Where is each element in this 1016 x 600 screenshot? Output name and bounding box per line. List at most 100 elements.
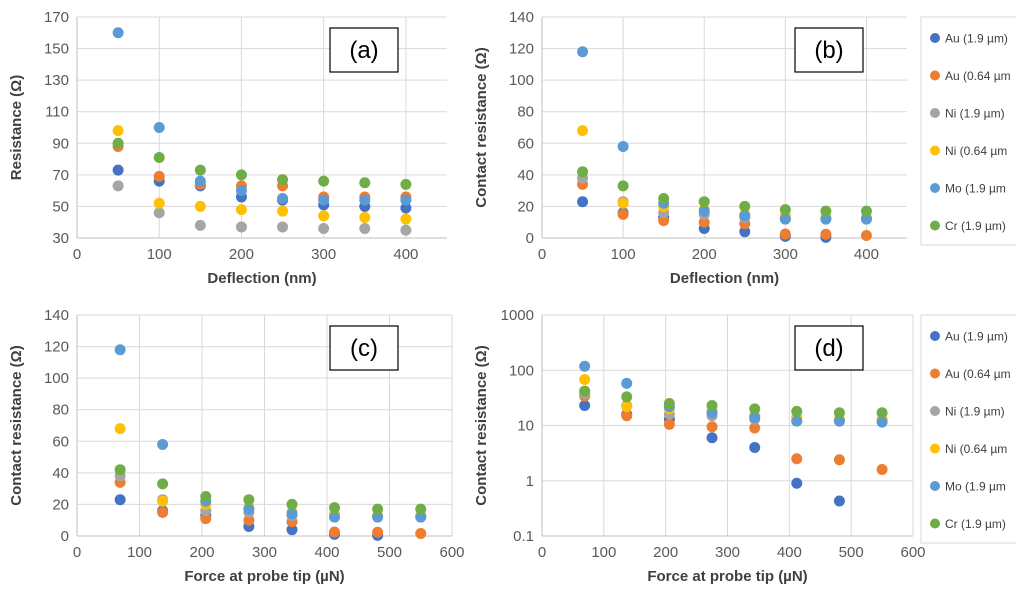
data-point	[698, 216, 710, 228]
data-point	[400, 213, 412, 225]
y-axis-title: Contact resistance (Ω)	[8, 345, 25, 505]
legend-entry: Au (1.9 µm)	[945, 32, 1008, 46]
y-tick-label: 140	[44, 307, 69, 324]
x-tick-label: 200	[653, 544, 678, 561]
data-point	[749, 422, 761, 434]
data-point	[372, 526, 384, 538]
x-tick-label: 0	[73, 246, 81, 263]
x-tick-label: 500	[377, 544, 402, 561]
data-point	[329, 502, 340, 514]
data-point	[820, 228, 832, 240]
y-axis-title: Contact resistance (Ω)	[473, 345, 490, 505]
data-point	[400, 202, 412, 214]
data-point	[235, 185, 247, 197]
data-point	[820, 213, 832, 225]
legend-entry: Mo (1.9 µm	[945, 182, 1006, 196]
x-tick-label: 200	[692, 246, 717, 263]
x-tick-label: 500	[839, 544, 864, 561]
x-tick-label: 100	[611, 246, 636, 263]
y-tick-label: 110	[45, 104, 69, 121]
data-point	[114, 344, 126, 356]
y-tick-label: 80	[517, 104, 534, 121]
y-tick-label: 60	[52, 433, 69, 450]
legend-marker	[930, 481, 940, 491]
legend-marker	[930, 406, 940, 416]
x-tick-label: 300	[311, 246, 336, 263]
data-point	[579, 374, 591, 386]
legend-entry: Ni (0.64 µm	[945, 144, 1007, 158]
data-point	[400, 178, 412, 190]
y-tick-label: 70	[52, 167, 69, 184]
x-tick-label: 0	[538, 246, 546, 263]
data-point	[415, 527, 427, 539]
x-tick-label: 100	[591, 544, 616, 561]
data-point	[706, 400, 718, 412]
data-point	[112, 137, 124, 149]
data-point	[876, 416, 888, 428]
data-point	[112, 125, 124, 137]
data-point	[114, 464, 126, 476]
legend-entry: Au (1.9 µm)	[945, 330, 1008, 344]
data-point	[112, 164, 124, 176]
data-point	[833, 495, 845, 507]
data-point	[157, 506, 169, 518]
y-tick-label: 20	[517, 198, 534, 215]
data-point	[372, 511, 384, 523]
y-tick-label: 130	[44, 72, 69, 89]
y-tick-label: 140	[509, 9, 534, 26]
data-point	[739, 210, 751, 222]
data-point	[663, 398, 675, 410]
data-point	[617, 180, 629, 192]
data-point	[318, 194, 330, 206]
data-point	[820, 205, 832, 217]
data-point	[749, 441, 761, 453]
legend-box	[920, 314, 1016, 544]
data-point	[194, 175, 206, 187]
x-tick-label: 400	[393, 246, 418, 263]
data-point	[579, 360, 591, 372]
x-tick-label: 600	[900, 544, 925, 561]
data-point	[243, 514, 255, 526]
y-tick-label: 100	[44, 370, 69, 387]
legend-entry: Au (0.64 µm	[945, 69, 1011, 83]
panel-label-box	[329, 325, 399, 371]
data-point	[153, 122, 165, 133]
legend-entry: Cr (1.9 µm)	[945, 219, 1006, 233]
data-point	[153, 170, 165, 182]
y-tick-label: 10	[517, 418, 534, 435]
data-point	[359, 211, 371, 223]
x-tick-label: 300	[715, 544, 740, 561]
data-point	[791, 477, 803, 489]
data-point	[779, 228, 791, 240]
y-tick-label: 100	[509, 362, 534, 379]
data-point	[112, 27, 124, 39]
data-point	[243, 494, 255, 506]
data-point	[658, 193, 670, 205]
data-point	[860, 205, 872, 217]
data-point	[860, 229, 872, 241]
data-point	[153, 207, 165, 219]
legend-entry: Cr (1.9 µm)	[945, 517, 1006, 531]
x-tick-label: 300	[773, 246, 798, 263]
data-point	[791, 453, 803, 465]
legend-marker	[930, 183, 940, 193]
data-point	[876, 407, 888, 419]
data-point	[577, 125, 589, 137]
data-point	[235, 221, 247, 233]
data-point	[577, 196, 589, 208]
data-point	[621, 377, 633, 389]
data-point	[114, 423, 126, 435]
legend-marker	[930, 518, 940, 529]
data-point	[617, 197, 629, 209]
legend-marker	[930, 70, 940, 81]
legend-entry: Ni (1.9 µm)	[945, 405, 1005, 419]
data-point	[621, 410, 633, 422]
panel-label: (c)	[350, 335, 378, 362]
data-point	[277, 193, 289, 205]
data-point	[359, 177, 371, 189]
x-tick-label: 200	[229, 246, 254, 263]
legend-entry: Ni (1.9 µm)	[945, 107, 1005, 121]
data-point	[400, 194, 412, 206]
data-point	[277, 205, 289, 217]
data-point	[157, 478, 169, 490]
